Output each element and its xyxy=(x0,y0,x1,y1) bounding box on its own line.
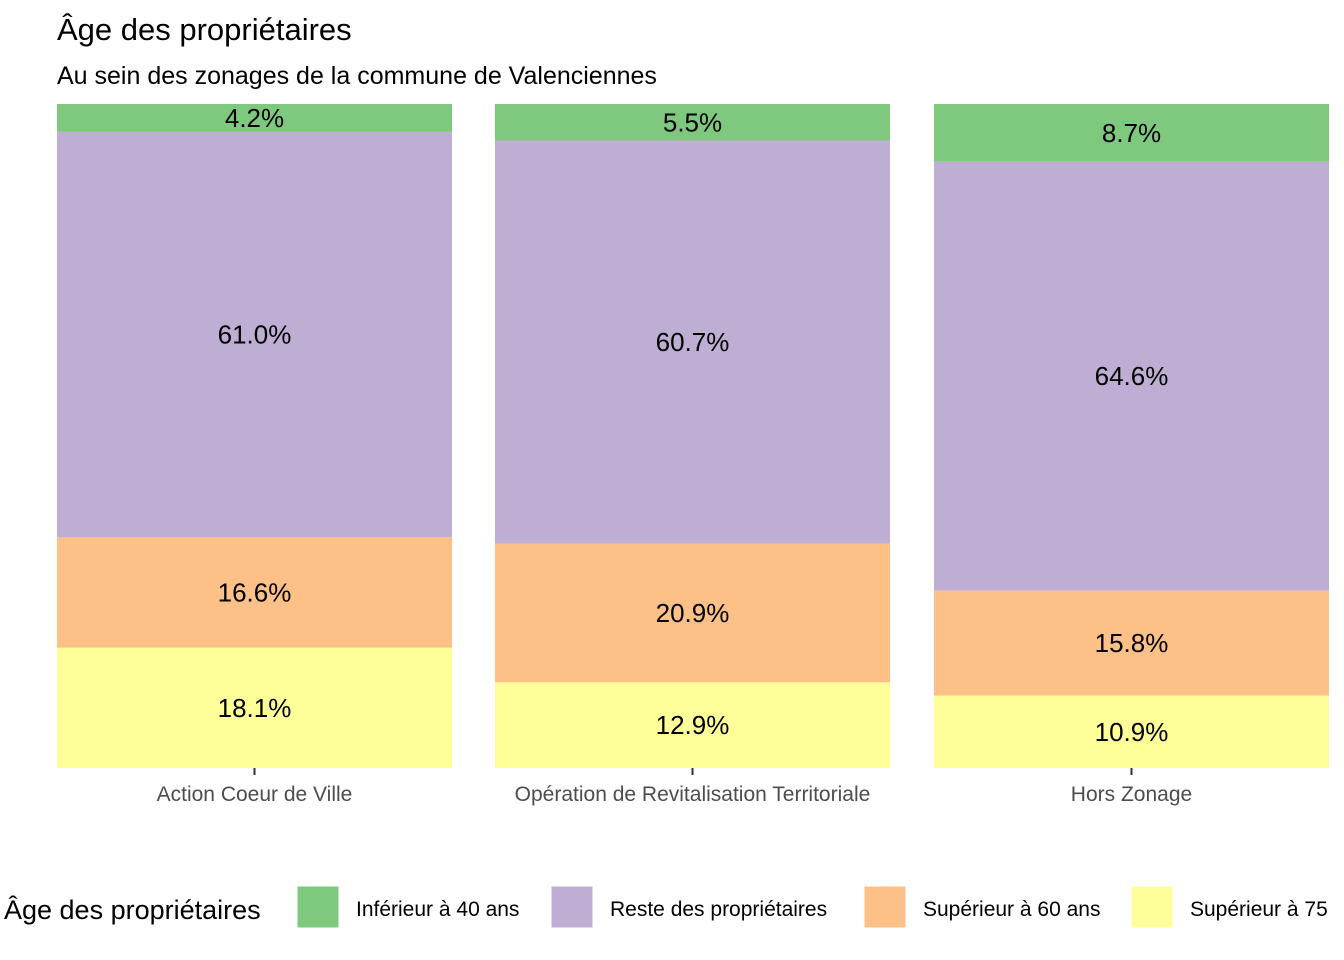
bar-action-coeur-de-ville-superieur-a-60-ans xyxy=(57,537,452,648)
legend-key-inferieur-a-40-ans xyxy=(296,885,340,929)
legend-label-superieur-a-60-ans: Supérieur à 60 ans xyxy=(923,898,1100,921)
bar-label-hors-zonage-superieur-a-75: 10.9% xyxy=(1095,717,1169,747)
bar-label-hors-zonage-inferieur-a-40-ans: 8.7% xyxy=(1102,118,1161,148)
bars-group: 4.2% 61.0% 16.6% 18.1% 5.5% 60.7% 20.9% 12.9% 8.… xyxy=(57,103,1329,768)
bar-operation-de-revitalisation-territoriale-inferieur-a-40-ans xyxy=(495,104,890,141)
x-tick-label-hors-zonage: Hors Zonage xyxy=(1071,783,1192,806)
bar-label-action-coeur-de-ville-inferieur-a-40-ans: 4.2% xyxy=(225,103,284,133)
legend-key-superieur-a-60-ans xyxy=(863,885,907,929)
chart-title: Âge des propriétaires xyxy=(57,12,352,47)
legend-key-superieur-a-75 xyxy=(1130,885,1174,929)
bar-operation-de-revitalisation-territoriale-reste-des-proprietaires xyxy=(495,140,890,544)
bar-label-action-coeur-de-ville-superieur-a-60-ans: 16.6% xyxy=(218,578,292,608)
bar-label-operation-de-revitalisation-territoriale-inferieur-a-40-ans: 5.5% xyxy=(663,107,722,137)
bar-label-operation-de-revitalisation-territoriale-superieur-a-75: 12.9% xyxy=(656,710,730,740)
bar-hors-zonage-superieur-a-75 xyxy=(934,695,1329,768)
bar-operation-de-revitalisation-territoriale-superieur-a-75 xyxy=(495,682,890,768)
bar-hors-zonage-reste-des-proprietaires xyxy=(934,161,1329,591)
legend-label-superieur-a-75: Supérieur à 75 xyxy=(1190,898,1328,921)
bar-label-hors-zonage-reste-des-proprietaires: 64.6% xyxy=(1095,361,1169,391)
bar-label-action-coeur-de-ville-reste-des-proprietaires: 61.0% xyxy=(218,320,292,350)
chart-subtitle: Au sein des zonages de la commune de Val… xyxy=(57,62,657,90)
legend-key-reste-des-proprietaires xyxy=(550,885,594,929)
x-axis: Action Coeur de Ville Opération de Revita… xyxy=(157,768,1192,806)
bar-action-coeur-de-ville-superieur-a-75 xyxy=(57,647,452,768)
x-tick-label-action-coeur-de-ville: Action Coeur de Ville xyxy=(157,783,353,806)
legend: Âge des propriétaires Inférieur à 40 ans… xyxy=(4,885,1328,929)
legend-label-inferieur-a-40-ans: Inférieur à 40 ans xyxy=(356,898,519,921)
bar-label-operation-de-revitalisation-territoriale-reste-des-proprietaires: 60.7% xyxy=(656,327,730,357)
bar-operation-de-revitalisation-territoriale-superieur-a-60-ans xyxy=(495,543,890,683)
bar-label-operation-de-revitalisation-territoriale-superieur-a-60-ans: 20.9% xyxy=(656,598,730,628)
bar-hors-zonage-superieur-a-60-ans xyxy=(934,590,1329,696)
legend-label-reste-des-proprietaires: Reste des propriétaires xyxy=(610,898,827,921)
bar-hors-zonage-inferieur-a-40-ans xyxy=(934,104,1329,162)
bar-label-hors-zonage-superieur-a-60-ans: 15.8% xyxy=(1095,628,1169,658)
x-tick-label-operation-de-revitalisation-territoriale: Opération de Revitalisation Territoriale xyxy=(515,783,871,806)
bar-action-coeur-de-ville-reste-des-proprietaires xyxy=(57,131,452,538)
legend-title: Âge des propriétaires xyxy=(4,894,261,925)
bar-action-coeur-de-ville-inferieur-a-40-ans xyxy=(57,104,452,132)
bar-label-action-coeur-de-ville-superieur-a-75: 18.1% xyxy=(218,693,292,723)
